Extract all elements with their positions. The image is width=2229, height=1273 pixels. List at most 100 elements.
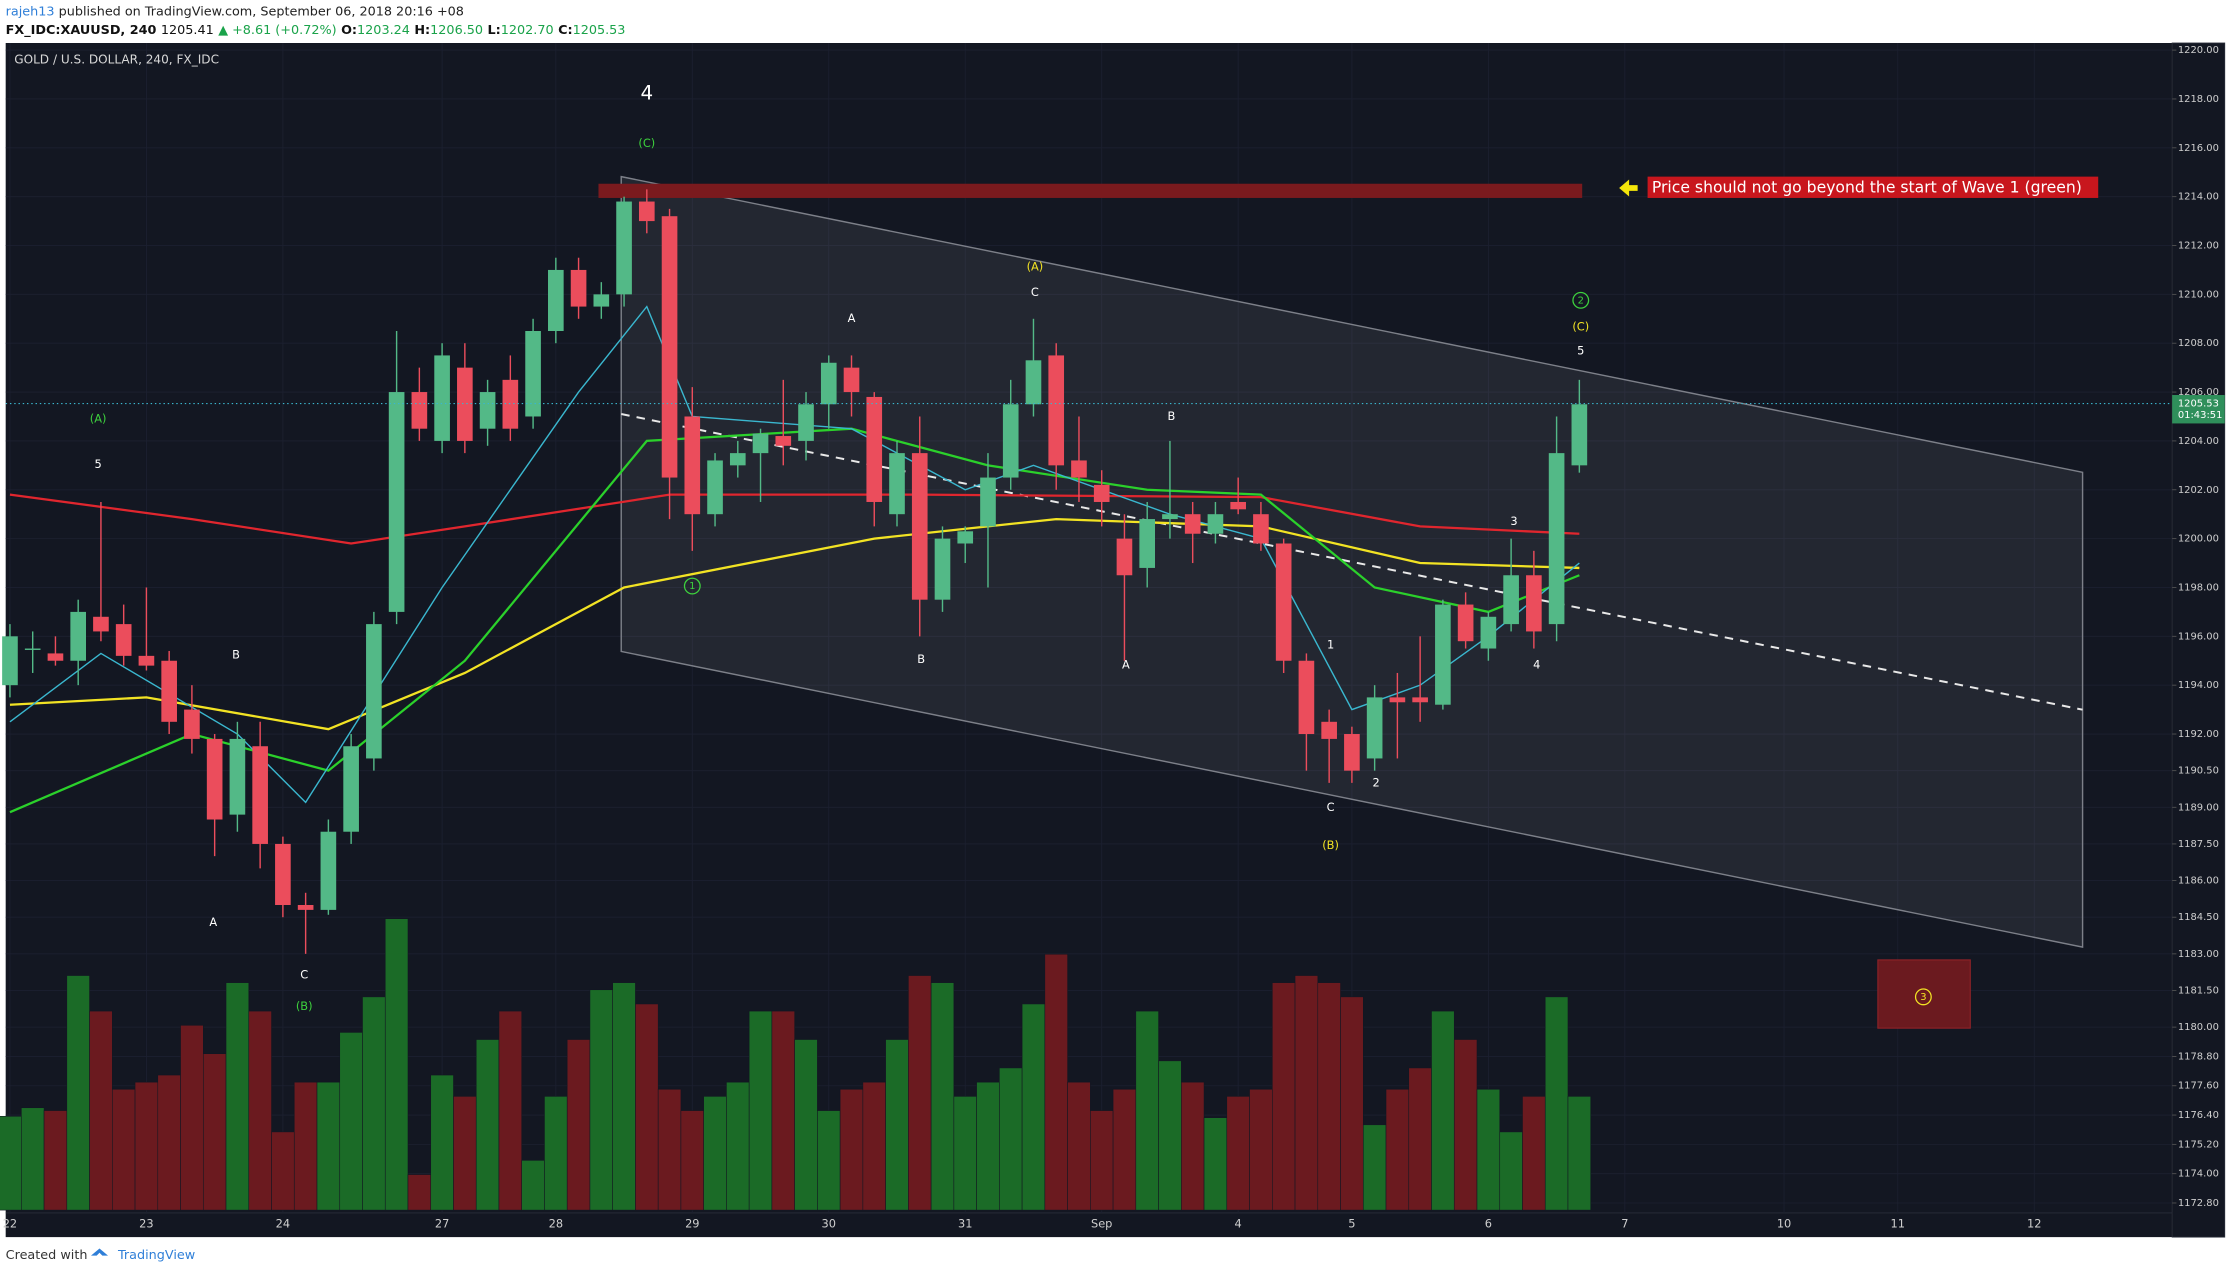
x-tick-label: 11 bbox=[1891, 1216, 1905, 1230]
volume-bar bbox=[1385, 1088, 1410, 1211]
wave-label: C bbox=[1031, 285, 1039, 299]
candle-body bbox=[1162, 514, 1178, 520]
volume-bar bbox=[1021, 1003, 1046, 1211]
y-tick-label: 1192.00 bbox=[2178, 729, 2219, 740]
volume-bar bbox=[566, 1039, 591, 1211]
volume-bar bbox=[748, 1010, 773, 1211]
y-tick-label: 1180.00 bbox=[2178, 1022, 2219, 1033]
candle-body bbox=[138, 655, 155, 666]
volume-bar bbox=[703, 1096, 727, 1211]
candle-body bbox=[206, 738, 223, 820]
symbol: FX_IDC:XAUUSD, 240 bbox=[6, 23, 157, 38]
ohlc-value: 1205.53 bbox=[573, 23, 626, 38]
wave-label: B bbox=[232, 648, 240, 662]
target-box bbox=[1877, 959, 1971, 1029]
candle-body bbox=[1366, 697, 1383, 759]
wave-label: (A) bbox=[1027, 260, 1044, 274]
note-box bbox=[1647, 176, 2099, 198]
candle-body bbox=[980, 477, 996, 527]
wave-label: 3 bbox=[1510, 514, 1517, 528]
candle-body bbox=[184, 709, 200, 739]
volume-bar bbox=[248, 1010, 272, 1211]
y-tick-label: 1220.00 bbox=[2178, 45, 2219, 56]
candle-body bbox=[593, 294, 610, 307]
wave-label: C bbox=[1327, 800, 1335, 814]
candle-body bbox=[252, 746, 268, 844]
candle-body bbox=[93, 616, 109, 632]
y-tick-label: 1200.00 bbox=[2178, 534, 2219, 545]
volume-bar bbox=[1090, 1110, 1114, 1211]
y-tick-label: 1177.60 bbox=[2178, 1081, 2219, 1092]
volume-bar bbox=[1567, 1096, 1592, 1211]
wave-label: A bbox=[848, 311, 856, 325]
candle-body bbox=[1321, 721, 1337, 739]
y-tick-label: 1175.20 bbox=[2178, 1139, 2219, 1150]
volume-bar bbox=[1135, 1010, 1159, 1211]
wave-label: A bbox=[1122, 658, 1130, 672]
channel-mid bbox=[621, 413, 2083, 711]
price-axis bbox=[2171, 42, 2226, 1238]
volume-bar bbox=[475, 1039, 500, 1211]
wave-label: A bbox=[209, 915, 217, 929]
volume-bar bbox=[316, 1081, 341, 1211]
volume-bar bbox=[794, 1039, 818, 1211]
volume-bar bbox=[180, 1025, 204, 1211]
x-tick-label: 6 bbox=[1485, 1216, 1492, 1230]
y-tick-label: 1181.50 bbox=[2178, 985, 2219, 996]
candle-body bbox=[388, 392, 405, 612]
volume-bar bbox=[1067, 1081, 1091, 1211]
volume-bar bbox=[635, 1003, 659, 1211]
candle-body bbox=[1526, 575, 1542, 632]
wave-label: 3 bbox=[1920, 992, 1926, 1003]
wave-label: 4 bbox=[1533, 658, 1540, 672]
y-tick-label: 1216.00 bbox=[2178, 143, 2219, 154]
x-tick-label: 31 bbox=[958, 1216, 972, 1230]
volume-bar bbox=[885, 1039, 909, 1211]
footer-brand[interactable]: TradingView bbox=[117, 1248, 195, 1263]
volume-bar bbox=[999, 1067, 1023, 1211]
candle-body bbox=[934, 538, 951, 600]
wave-label: 2 bbox=[1578, 295, 1584, 306]
volume-bar bbox=[271, 1131, 295, 1211]
plot: 1220.00 1218.00 1216.00 1214.00 1212.00 1210.… bbox=[0, 42, 2226, 1238]
volume-bar bbox=[43, 1110, 68, 1211]
x-tick-label: 28 bbox=[549, 1216, 563, 1230]
brand-logo bbox=[90, 1248, 109, 1256]
volume-bar bbox=[0, 1115, 22, 1211]
x-tick-label: 24 bbox=[276, 1216, 290, 1230]
last-price-box bbox=[2172, 395, 2225, 424]
candle-body bbox=[1048, 355, 1065, 466]
candle-body bbox=[320, 831, 337, 910]
wave-circle bbox=[683, 577, 701, 595]
candle-body bbox=[1025, 360, 1042, 405]
y-tick-label: 1178.80 bbox=[2178, 1051, 2219, 1062]
ohlc-value: 1203.24 bbox=[357, 23, 410, 38]
wave-label: 1 bbox=[1327, 638, 1334, 652]
volume-bar bbox=[1522, 1096, 1546, 1211]
y-tick-label: 1184.50 bbox=[2178, 912, 2219, 923]
candle-body bbox=[752, 433, 769, 454]
wave-label: 5 bbox=[1577, 343, 1584, 357]
wave-label: 2 bbox=[1372, 776, 1379, 790]
volume-bar bbox=[66, 975, 90, 1211]
last-price-label: 1205.53 bbox=[2178, 399, 2219, 410]
volume-bar bbox=[1499, 1131, 1523, 1211]
candle-body bbox=[343, 746, 359, 832]
y-tick-label: 1174.00 bbox=[2178, 1169, 2219, 1180]
volume-bar bbox=[953, 1096, 977, 1211]
volume-bar bbox=[839, 1088, 864, 1211]
candle-body bbox=[1230, 501, 1246, 510]
volume-bar bbox=[362, 996, 386, 1211]
y-tick-label: 1196.00 bbox=[2178, 631, 2219, 642]
candle-body bbox=[411, 392, 428, 429]
author[interactable]: rajeh13 bbox=[6, 4, 55, 19]
volume-bar bbox=[1044, 953, 1068, 1211]
wave-label: 4 bbox=[640, 82, 653, 105]
volume-bar bbox=[612, 982, 636, 1211]
volume-bar bbox=[1249, 1088, 1273, 1211]
volume-bar bbox=[1112, 1088, 1137, 1211]
header-line: rajeh13 published on TradingView.com, Se… bbox=[6, 4, 464, 19]
volume-bar bbox=[1476, 1088, 1501, 1211]
candle-body bbox=[1207, 514, 1224, 534]
x-tick-label: 12 bbox=[2027, 1216, 2041, 1230]
